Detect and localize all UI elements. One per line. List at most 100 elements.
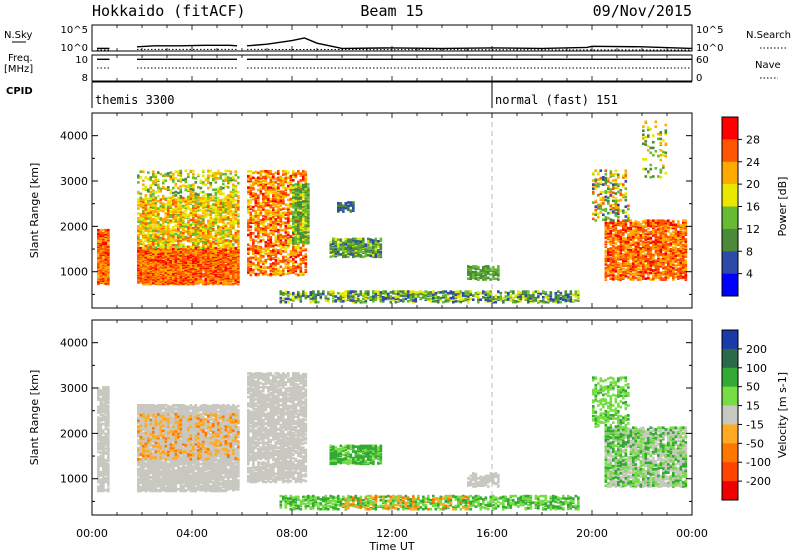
- range-cell: [299, 262, 303, 265]
- range-cell: [204, 183, 208, 187]
- range-cell: [264, 228, 268, 232]
- range-cell: [174, 260, 178, 264]
- range-cell: [199, 199, 203, 203]
- range-cell: [234, 263, 238, 266]
- range-cell: [227, 246, 230, 249]
- range-cell: [207, 235, 210, 239]
- range-cell: [259, 205, 263, 209]
- range-cell: [307, 195, 310, 198]
- range-cell: [142, 170, 145, 173]
- range-cell: [157, 224, 160, 227]
- range-cell: [99, 269, 103, 273]
- range-cell: [212, 194, 215, 198]
- range-cell: [209, 214, 213, 218]
- range-cell: [152, 175, 155, 178]
- range-cell: [302, 192, 305, 195]
- range-cell: [202, 169, 205, 173]
- range-cell: [189, 211, 193, 214]
- range-cell: [219, 245, 223, 249]
- range-cell: [209, 169, 213, 173]
- range-cell: [162, 226, 165, 230]
- range-cell: [352, 249, 355, 253]
- series-nsky-line: [136, 44, 238, 48]
- range-cell: [267, 174, 270, 177]
- range-cell: [157, 233, 160, 236]
- range-cell: [192, 216, 195, 219]
- range-cell: [264, 225, 268, 229]
- range-cell: [182, 211, 185, 214]
- range-cell: [274, 218, 278, 221]
- range-cell: [99, 258, 103, 261]
- range-cell: [272, 183, 275, 187]
- range-cell: [229, 221, 233, 224]
- range-cell: [332, 249, 335, 252]
- range-cell: [144, 208, 148, 211]
- range-cell: [192, 269, 195, 273]
- range-cell: [197, 198, 200, 201]
- range-cell: [354, 244, 358, 248]
- range-cell: [249, 273, 253, 277]
- range-cell: [302, 261, 305, 264]
- range-cell: [347, 248, 350, 251]
- range-cell: [162, 217, 165, 221]
- range-cell: [347, 252, 350, 255]
- range-cell: [142, 280, 145, 283]
- range-cell: [187, 281, 190, 285]
- range-cell: [202, 274, 205, 278]
- range-cell: [144, 213, 148, 216]
- range-cell: [137, 225, 140, 228]
- range-cell: [249, 192, 253, 195]
- range-cell: [154, 225, 158, 228]
- range-cell: [282, 196, 285, 200]
- range-cell: [222, 186, 225, 190]
- range-cell: [167, 209, 170, 213]
- range-cell: [337, 252, 340, 255]
- range-cell: [164, 250, 168, 254]
- range-cell: [179, 180, 183, 183]
- range-cell: [144, 228, 148, 232]
- range-cell: [292, 252, 295, 255]
- range-cell: [204, 275, 208, 278]
- range-cell: [212, 174, 215, 178]
- range-cell: [214, 222, 218, 226]
- range-cell: [262, 195, 265, 198]
- range-cell: [377, 243, 380, 246]
- range-cell: [264, 192, 268, 195]
- range-cell: [167, 271, 170, 274]
- range-cell: [267, 256, 270, 260]
- range-cell: [247, 252, 250, 255]
- range-cell: [219, 210, 223, 214]
- range-cell: [222, 217, 225, 221]
- range-cell: [219, 205, 223, 209]
- range-cell: [279, 212, 283, 215]
- range-cell: [222, 231, 225, 235]
- range-cell: [279, 179, 283, 182]
- range-cell: [282, 200, 285, 203]
- range-cell: [162, 272, 165, 275]
- range-cell: [149, 263, 153, 266]
- range-cell: [274, 229, 278, 233]
- range-cell: [304, 223, 308, 226]
- range-cell: [274, 263, 278, 266]
- range-cell: [304, 170, 308, 174]
- range-cell: [197, 205, 200, 209]
- range-cell: [344, 204, 348, 208]
- range-cell: [297, 193, 300, 197]
- range-cell: [234, 209, 238, 213]
- range-cell: [104, 234, 108, 238]
- range-cell: [149, 240, 153, 244]
- range-cell: [289, 186, 293, 189]
- range-cell: [234, 173, 238, 177]
- range-cell: [219, 232, 223, 236]
- range-cell: [214, 191, 218, 195]
- range-cell: [307, 218, 310, 221]
- range-cell: [184, 257, 188, 260]
- range-cell: [164, 197, 168, 201]
- range-cell: [227, 202, 230, 205]
- range-cell: [147, 199, 150, 202]
- range-cell: [247, 257, 250, 260]
- range-cell: [264, 199, 268, 202]
- range-cell: [167, 229, 170, 232]
- range-cell: [267, 225, 270, 229]
- range-cell: [257, 179, 260, 183]
